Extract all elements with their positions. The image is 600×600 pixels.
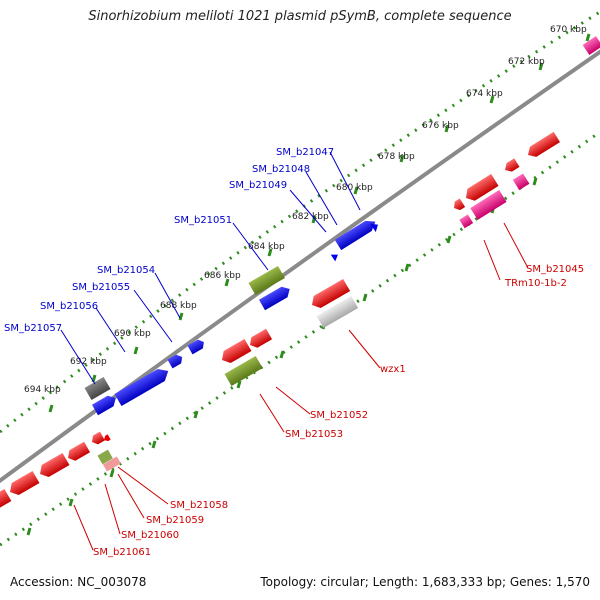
gene-feature[interactable] bbox=[65, 441, 91, 463]
forward-gene-labels: SM_b21047 SM_b21048 SM_b21049 SM_b21051 … bbox=[4, 147, 334, 334]
outer-tick-ring bbox=[0, 10, 600, 434]
scale-label: 672 kbp bbox=[508, 57, 545, 67]
gene-feature[interactable] bbox=[0, 488, 12, 510]
scale-label: 686 kbp bbox=[204, 271, 241, 281]
gene-label[interactable]: SM_b21055 bbox=[72, 282, 130, 293]
reverse-genes bbox=[0, 131, 561, 510]
gene-feature[interactable] bbox=[37, 452, 70, 480]
scale-label: 688 kbp bbox=[160, 301, 197, 311]
outer-major-ticks bbox=[48, 33, 591, 413]
gene-feature[interactable] bbox=[7, 470, 40, 498]
gene-feature[interactable] bbox=[370, 220, 381, 233]
gene-label[interactable]: wzx1 bbox=[380, 364, 406, 375]
gene-feature[interactable] bbox=[582, 36, 600, 55]
gene-feature[interactable] bbox=[525, 131, 561, 160]
summary-text: Topology: circular; Length: 1,683,333 bp… bbox=[260, 575, 590, 589]
gene-label[interactable]: SM_b21056 bbox=[40, 301, 98, 312]
gene-label[interactable]: SM_b21051 bbox=[174, 215, 232, 226]
gene-feature[interactable] bbox=[334, 217, 379, 251]
gene-label[interactable]: SM_b21054 bbox=[97, 265, 155, 276]
gene-feature[interactable] bbox=[462, 174, 499, 204]
gene-feature[interactable] bbox=[92, 393, 119, 416]
inner-major-ticks bbox=[26, 177, 538, 536]
scale-label: 682 kbp bbox=[292, 212, 329, 222]
gene-feature[interactable] bbox=[459, 214, 474, 229]
scale-label: 694 kbp bbox=[24, 385, 61, 395]
genome-backbone bbox=[0, 49, 600, 484]
gene-label[interactable]: SM_b21053 bbox=[285, 429, 343, 440]
gene-feature[interactable] bbox=[470, 190, 507, 220]
gene-label[interactable]: SM_b21045 bbox=[526, 264, 584, 275]
gene-label[interactable]: SM_b21049 bbox=[229, 180, 287, 191]
scale-label: 676 kbp bbox=[422, 121, 459, 131]
map-title: Sinorhizobium meliloti 1021 plasmid pSym… bbox=[88, 9, 512, 24]
accession-text: Accession: NC_003078 bbox=[10, 575, 147, 589]
inner-tick-ring bbox=[0, 130, 600, 547]
gene-label[interactable]: SM_b21047 bbox=[276, 147, 334, 158]
scale-label: 670 kbp bbox=[550, 25, 587, 35]
reverse-gene-labels: SM_b21045 TRm10-1b-2 wzx1 SM_b21052 SM_b… bbox=[93, 264, 584, 558]
gene-feature[interactable] bbox=[84, 376, 111, 401]
gene-feature[interactable] bbox=[330, 251, 340, 262]
gene-feature[interactable] bbox=[187, 338, 207, 355]
forward-genes bbox=[84, 36, 600, 416]
gene-label[interactable]: SM_b21059 bbox=[146, 515, 204, 526]
scale-label: 678 kbp bbox=[378, 152, 415, 162]
gene-feature[interactable] bbox=[103, 434, 111, 442]
gene-label[interactable]: TRm10-1b-2 bbox=[504, 278, 567, 289]
gene-feature[interactable] bbox=[90, 431, 105, 447]
gene-feature[interactable] bbox=[103, 456, 121, 472]
scale-label: 690 kbp bbox=[114, 329, 151, 339]
gene-label[interactable]: SM_b21052 bbox=[310, 410, 368, 421]
gene-feature[interactable] bbox=[219, 338, 252, 366]
reverse-leader-lines bbox=[73, 222, 529, 551]
gene-label[interactable]: SM_b21061 bbox=[93, 547, 151, 558]
gene-label[interactable]: SM_b21048 bbox=[252, 164, 310, 175]
gene-label[interactable]: SM_b21060 bbox=[121, 530, 179, 541]
gene-feature[interactable] bbox=[309, 278, 351, 311]
scale-label: 680 kbp bbox=[336, 183, 373, 193]
gene-feature[interactable] bbox=[114, 365, 172, 407]
gene-feature[interactable] bbox=[247, 328, 273, 350]
scale-label: 684 kbp bbox=[248, 242, 285, 252]
scale-label: 692 kbp bbox=[70, 357, 107, 367]
gene-feature[interactable] bbox=[512, 173, 530, 191]
gene-label[interactable]: SM_b21057 bbox=[4, 323, 62, 334]
gene-feature[interactable] bbox=[502, 158, 520, 174]
gene-label[interactable]: SM_b21058 bbox=[170, 500, 228, 511]
gene-feature[interactable] bbox=[167, 353, 185, 369]
forward-leader-lines bbox=[60, 151, 361, 385]
scale-label: 674 kbp bbox=[466, 89, 503, 99]
gene-feature[interactable] bbox=[259, 284, 293, 311]
gene-feature[interactable] bbox=[248, 265, 285, 296]
gene-feature[interactable] bbox=[316, 295, 359, 329]
gene-feature[interactable] bbox=[451, 198, 466, 212]
scale-labels: 670 kbp 672 kbp 674 kbp 676 kbp 678 kbp … bbox=[24, 25, 587, 395]
gene-feature[interactable] bbox=[97, 449, 113, 465]
gene-feature[interactable] bbox=[224, 355, 263, 387]
